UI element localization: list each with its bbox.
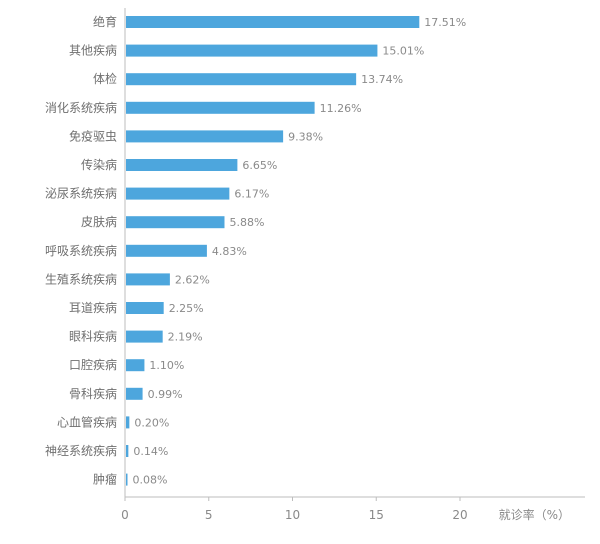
labels-layer: 绝育 17.51% 其他疾病 15.01% 体检 13.74% 消化系统疾病 11.26% 免疫… xyxy=(45,14,466,487)
value-label: 6.65% xyxy=(242,159,277,172)
bar xyxy=(126,130,284,143)
value-label: 4.83% xyxy=(212,245,247,258)
x-axis: 0 5 10 15 20 xyxy=(121,8,585,522)
bar xyxy=(126,387,143,400)
category-label: 骨科疾病 xyxy=(69,386,117,401)
value-label: 1.10% xyxy=(149,359,184,372)
bar xyxy=(126,416,130,429)
bar xyxy=(126,16,420,28)
x-tick-label: 5 xyxy=(205,508,213,522)
category-label: 体检 xyxy=(93,71,117,86)
bars-layer xyxy=(126,16,420,486)
category-label: 呼吸系统疾病 xyxy=(45,243,117,258)
category-label: 皮肤病 xyxy=(81,214,117,229)
bar xyxy=(126,159,238,171)
category-label: 眼科疾病 xyxy=(69,329,117,344)
value-label: 2.25% xyxy=(169,302,204,315)
bar xyxy=(126,359,145,372)
category-label: 免疫驱虫 xyxy=(69,128,117,143)
category-label: 肿瘤 xyxy=(93,472,117,487)
value-label: 5.88% xyxy=(229,216,264,229)
category-label: 泌尿系统疾病 xyxy=(45,186,117,201)
bar xyxy=(126,44,378,57)
value-label: 0.14% xyxy=(133,445,168,458)
value-label: 0.20% xyxy=(134,416,169,429)
x-tick-label: 10 xyxy=(285,508,300,522)
value-label: 11.26% xyxy=(320,102,362,115)
category-label: 心血管疾病 xyxy=(57,414,117,429)
x-tick-label: 15 xyxy=(369,508,384,522)
x-tick-label: 20 xyxy=(452,508,467,522)
category-label: 耳道疾病 xyxy=(69,300,117,315)
bar xyxy=(126,73,357,86)
bar xyxy=(126,244,207,257)
value-label: 13.74% xyxy=(361,73,403,86)
value-label: 6.17% xyxy=(234,188,269,201)
category-label: 其他疾病 xyxy=(69,43,117,58)
value-label: 0.99% xyxy=(148,388,183,401)
category-label: 绝育 xyxy=(93,14,117,29)
category-label: 传染病 xyxy=(81,157,117,172)
bar xyxy=(126,473,128,486)
bar xyxy=(126,187,230,200)
category-label: 神经系统疾病 xyxy=(45,443,117,458)
value-label: 15.01% xyxy=(382,45,424,58)
x-axis-title: 就诊率（%） xyxy=(499,507,570,522)
bar xyxy=(126,273,170,286)
bar xyxy=(126,445,129,457)
category-label: 消化系统疾病 xyxy=(45,100,117,115)
bar xyxy=(126,330,163,343)
bar xyxy=(126,216,225,229)
value-label: 2.62% xyxy=(175,273,210,286)
value-label: 2.19% xyxy=(168,331,203,344)
value-label: 17.51% xyxy=(424,16,466,29)
category-label: 生殖系统疾病 xyxy=(45,271,117,286)
x-tick-label: 0 xyxy=(121,508,129,522)
bar xyxy=(126,101,315,114)
category-label: 口腔疾病 xyxy=(69,357,117,372)
value-label: 0.08% xyxy=(133,474,168,487)
bar xyxy=(126,302,164,314)
value-label: 9.38% xyxy=(288,130,323,143)
